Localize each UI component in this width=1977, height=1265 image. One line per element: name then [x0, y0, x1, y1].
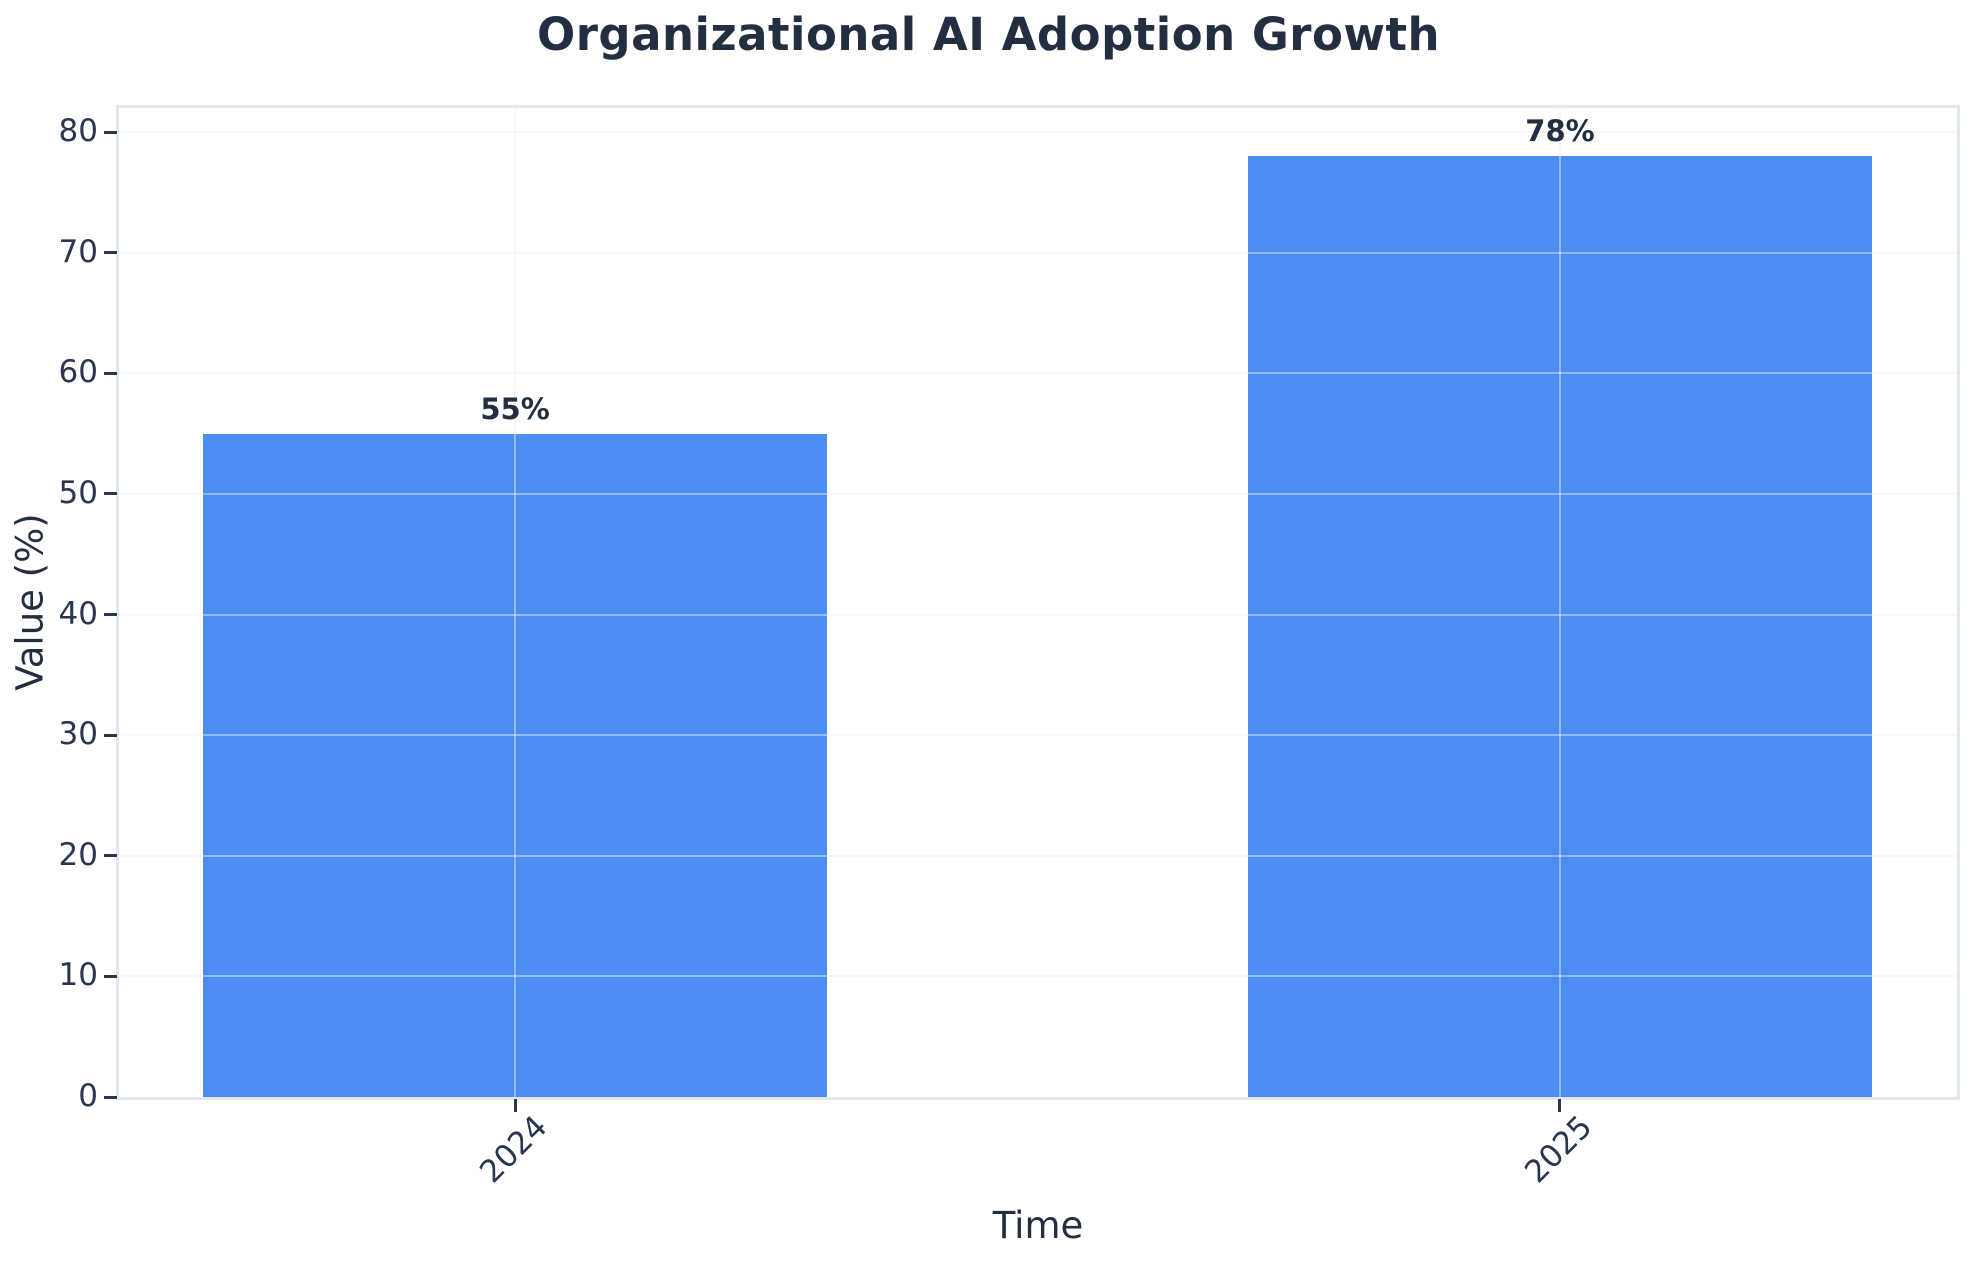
y-tick-label: 40	[58, 595, 98, 632]
gridline-horizontal-overlay	[119, 131, 1957, 134]
y-tick-label: 0	[78, 1078, 98, 1114]
y-tick-mark	[104, 974, 117, 978]
y-tick-mark	[104, 251, 117, 255]
plot-area: 55% 78%	[116, 105, 1960, 1100]
y-tick-label: 30	[58, 716, 98, 753]
gridline-horizontal	[119, 734, 1957, 737]
gridline-horizontal	[119, 613, 1957, 616]
bar-value-label: 55%	[480, 391, 550, 426]
gridline-horizontal-overlay	[119, 613, 1957, 616]
y-tick-mark	[104, 733, 117, 737]
gridline-horizontal-overlay	[119, 372, 1957, 375]
y-tick-label: 10	[58, 957, 98, 994]
gridline-horizontal-overlay	[119, 734, 1957, 737]
gridline-horizontal	[119, 854, 1957, 857]
y-tick-label: 60	[58, 354, 98, 391]
gridline-horizontal	[119, 492, 1957, 495]
chart-title: Organizational AI Adoption Growth	[536, 8, 1440, 61]
x-tick-mark	[1558, 1099, 1562, 1112]
gridline-horizontal	[119, 372, 1957, 375]
x-tick-mark	[513, 1099, 517, 1112]
y-tick-mark	[104, 1095, 117, 1099]
gridline-vertical-overlay	[514, 108, 517, 1097]
gridline-horizontal-overlay	[119, 251, 1957, 254]
gridline-horizontal	[119, 975, 1957, 978]
bar-value-label: 78%	[1525, 114, 1595, 149]
y-tick-label: 80	[58, 113, 98, 150]
y-tick-mark	[104, 613, 117, 617]
gridline-horizontal-overlay	[119, 492, 1957, 495]
y-tick-label: 70	[58, 233, 98, 270]
bar	[203, 433, 828, 1097]
y-tick-label: 50	[58, 474, 98, 511]
y-tick-mark	[104, 371, 117, 375]
gridline-horizontal	[119, 251, 1957, 254]
y-tick-mark	[104, 492, 117, 496]
y-tick-mark	[104, 130, 117, 134]
bar	[1247, 156, 1872, 1097]
plot-inner: 55% 78%	[119, 108, 1957, 1097]
x-axis-label: Time	[992, 1204, 1084, 1247]
y-tick-label: 20	[58, 836, 98, 873]
y-tick-mark	[104, 854, 117, 858]
gridline-horizontal-overlay	[119, 975, 1957, 978]
gridline-vertical-overlay	[1558, 108, 1561, 1097]
gridline-horizontal	[119, 131, 1957, 134]
gridline-horizontal-overlay	[119, 854, 1957, 857]
